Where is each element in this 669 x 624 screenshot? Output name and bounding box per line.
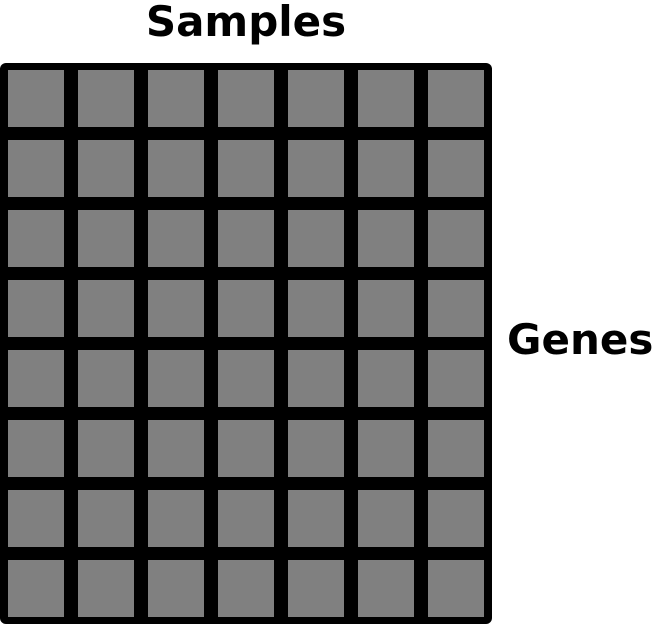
matrix-cell	[218, 70, 274, 127]
matrix-cell	[78, 350, 134, 407]
matrix-cell	[288, 560, 344, 617]
matrix-cell	[218, 210, 274, 267]
matrix-cell	[428, 490, 484, 547]
matrix-cell	[428, 420, 484, 477]
matrix-cell	[148, 420, 204, 477]
genes-axis-label: Genes	[507, 315, 654, 364]
matrix-cell	[288, 140, 344, 197]
matrix-cell	[148, 560, 204, 617]
matrix-cell	[78, 420, 134, 477]
matrix-cell	[358, 210, 414, 267]
matrix-cell	[78, 280, 134, 337]
matrix-cell	[428, 560, 484, 617]
matrix-cell	[78, 560, 134, 617]
matrix-cell	[358, 350, 414, 407]
matrix-cell	[8, 70, 64, 127]
matrix-cell	[358, 490, 414, 547]
matrix-cell	[218, 490, 274, 547]
matrix-cell	[218, 560, 274, 617]
matrix-cell	[8, 210, 64, 267]
matrix-cell	[428, 140, 484, 197]
matrix-cell	[78, 70, 134, 127]
matrix-cell	[428, 210, 484, 267]
matrix-cell	[148, 140, 204, 197]
matrix-cell	[288, 70, 344, 127]
samples-axis-label: Samples	[145, 0, 347, 46]
matrix-cell	[8, 490, 64, 547]
matrix-cell	[358, 280, 414, 337]
matrix-cell	[148, 350, 204, 407]
matrix-cell	[8, 420, 64, 477]
matrix-cell	[218, 280, 274, 337]
matrix-cell	[218, 350, 274, 407]
matrix-cell	[288, 210, 344, 267]
matrix-cell	[148, 210, 204, 267]
matrix-cell	[358, 560, 414, 617]
matrix-cell	[288, 490, 344, 547]
matrix-cell	[78, 210, 134, 267]
gene-sample-matrix	[0, 63, 492, 624]
matrix-cell	[288, 350, 344, 407]
matrix-cell	[218, 140, 274, 197]
matrix-cell	[78, 140, 134, 197]
matrix-cell	[8, 350, 64, 407]
matrix-cell	[148, 280, 204, 337]
matrix-cell	[218, 420, 274, 477]
matrix-cell	[358, 420, 414, 477]
matrix-cell	[288, 420, 344, 477]
matrix-cell	[358, 140, 414, 197]
matrix-cell	[428, 70, 484, 127]
matrix-cell	[8, 560, 64, 617]
matrix-cell	[8, 140, 64, 197]
matrix-cell	[288, 280, 344, 337]
matrix-cell	[78, 490, 134, 547]
matrix-cell	[428, 280, 484, 337]
matrix-cell	[428, 350, 484, 407]
matrix-cell	[148, 70, 204, 127]
matrix-cell	[148, 490, 204, 547]
matrix-cell	[358, 70, 414, 127]
matrix-cell	[8, 280, 64, 337]
